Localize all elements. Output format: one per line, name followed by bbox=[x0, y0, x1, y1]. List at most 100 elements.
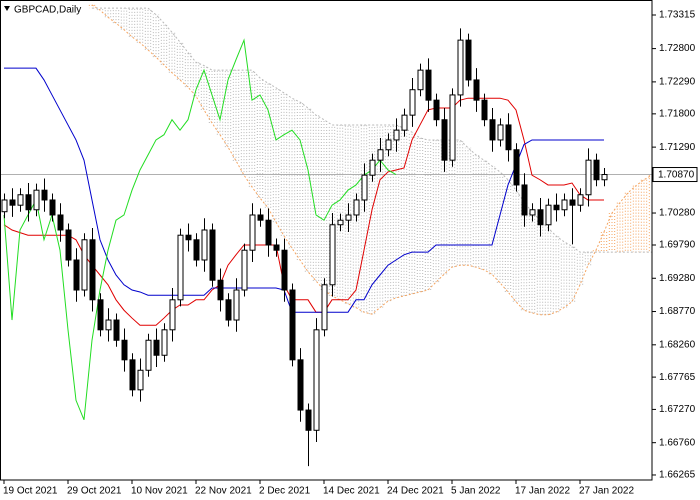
candle-body bbox=[441, 119, 448, 161]
x-tick-label: 29 Oct 2021 bbox=[67, 486, 122, 497]
candle-body bbox=[601, 174, 608, 181]
last-price-box: 1.70870 bbox=[652, 167, 698, 183]
candle-body bbox=[281, 249, 288, 291]
candle-body bbox=[161, 329, 168, 356]
x-tick-label: 2 Dec 2021 bbox=[259, 486, 311, 497]
candle-body bbox=[417, 69, 424, 91]
candle-body bbox=[425, 69, 432, 101]
y-tick-label: 1.71800 bbox=[659, 108, 696, 119]
candle-body bbox=[449, 94, 456, 161]
candle-body bbox=[473, 79, 480, 101]
x-tick-label: 17 Jan 2022 bbox=[515, 486, 570, 497]
candle-body bbox=[273, 244, 280, 251]
cloud-span-a bbox=[91, 4, 652, 316]
candle-body bbox=[369, 159, 376, 176]
candle-body bbox=[385, 139, 392, 151]
candle-body bbox=[25, 194, 32, 211]
candle-body bbox=[393, 129, 400, 141]
candle-body bbox=[137, 369, 144, 391]
title-icon[interactable] bbox=[4, 6, 10, 11]
candle-body bbox=[289, 289, 296, 361]
candle-body bbox=[33, 189, 40, 211]
plot-area bbox=[0, 4, 652, 467]
candle-body bbox=[9, 199, 16, 206]
candle-body bbox=[361, 174, 368, 201]
candle-body bbox=[73, 259, 80, 291]
candle-body bbox=[457, 39, 464, 96]
last-price-label: 1.70870 bbox=[658, 170, 695, 181]
candle-body bbox=[353, 199, 360, 216]
y-tick-label: 1.71290 bbox=[659, 142, 696, 153]
candle-body bbox=[65, 229, 72, 261]
y-tick-label: 1.70280 bbox=[659, 208, 696, 219]
indicator-line bbox=[3, 97, 604, 326]
y-tick-label: 1.72800 bbox=[659, 43, 696, 54]
indicator-line bbox=[3, 38, 397, 421]
candle-body bbox=[345, 214, 352, 221]
candle-body bbox=[225, 299, 232, 321]
candle-body bbox=[561, 199, 568, 211]
plot-border bbox=[0, 0, 653, 481]
candle-body bbox=[97, 299, 104, 331]
candle-body bbox=[545, 204, 552, 226]
x-tick-label: 10 Nov 2021 bbox=[131, 486, 188, 497]
candle-body bbox=[305, 409, 312, 431]
candle-body bbox=[249, 214, 256, 251]
candle-body bbox=[49, 199, 56, 216]
candle-body bbox=[481, 99, 488, 121]
x-tick-label: 22 Nov 2021 bbox=[195, 486, 252, 497]
candle-body bbox=[537, 209, 544, 226]
y-tick-label: 1.66265 bbox=[659, 470, 696, 481]
y-tick-label: 1.68770 bbox=[659, 306, 696, 317]
candle-body bbox=[329, 224, 336, 286]
y-tick-label: 1.68260 bbox=[659, 339, 696, 350]
candle-body bbox=[553, 204, 560, 211]
candle-body bbox=[401, 114, 408, 131]
y-tick-label: 1.67765 bbox=[659, 372, 696, 383]
x-tick-label: 27 Jan 2022 bbox=[579, 486, 634, 497]
candle-body bbox=[433, 99, 440, 121]
y-tick-label: 1.67270 bbox=[659, 404, 696, 415]
candle-body bbox=[593, 159, 600, 181]
candle-body bbox=[81, 239, 88, 291]
candle-body bbox=[185, 234, 192, 241]
candle-body bbox=[337, 219, 344, 226]
y-tick-label: 1.69280 bbox=[659, 273, 696, 284]
candle-body bbox=[217, 279, 224, 301]
candle-body bbox=[321, 284, 328, 331]
candle-body bbox=[145, 339, 152, 371]
candle-body bbox=[41, 189, 48, 201]
candle-body bbox=[585, 159, 592, 196]
candle-body bbox=[57, 214, 64, 231]
candle-body bbox=[153, 339, 160, 356]
candle-body bbox=[297, 359, 304, 411]
candle-body bbox=[497, 124, 504, 141]
indicator-line bbox=[4, 67, 604, 313]
candle-body bbox=[569, 199, 576, 206]
candle-body bbox=[121, 339, 128, 361]
chart-title: GBPCAD,Daily bbox=[14, 5, 81, 16]
x-tick-label: 19 Oct 2021 bbox=[3, 486, 58, 497]
candle-body bbox=[489, 119, 496, 141]
candle-body bbox=[257, 214, 264, 221]
candle-body bbox=[113, 319, 120, 341]
candle-body bbox=[201, 229, 208, 261]
candle-body bbox=[169, 299, 176, 331]
last-price-bg bbox=[652, 167, 698, 183]
candle-body bbox=[465, 39, 472, 81]
candle-body bbox=[577, 194, 584, 206]
candle-body bbox=[17, 194, 24, 206]
candle-body bbox=[313, 329, 320, 431]
candle-body bbox=[1, 199, 8, 213]
y-tick-label: 1.69790 bbox=[659, 240, 696, 251]
candle-body bbox=[89, 239, 96, 301]
candle-body bbox=[265, 219, 272, 246]
candle-body bbox=[513, 149, 520, 186]
candle-body bbox=[193, 239, 200, 261]
candle-body bbox=[529, 209, 536, 216]
x-tick-label: 24 Dec 2021 bbox=[387, 486, 444, 497]
candle-body bbox=[377, 149, 384, 161]
candle-body bbox=[241, 249, 248, 291]
